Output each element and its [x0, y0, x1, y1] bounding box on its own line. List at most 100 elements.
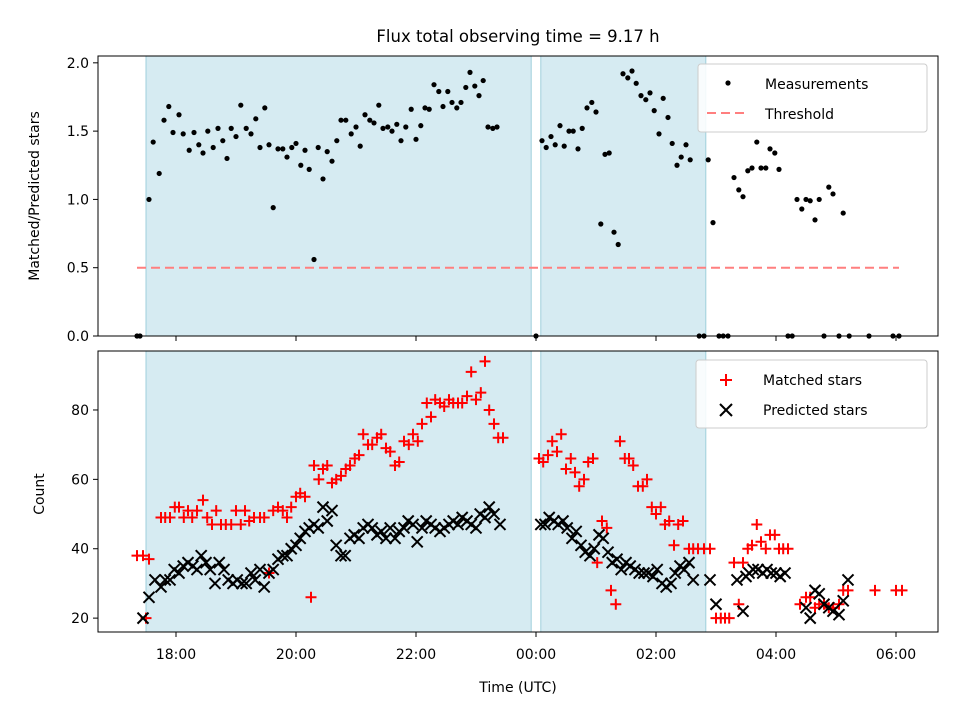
matched-star-point [425, 411, 437, 423]
predicted-star-point [538, 518, 552, 531]
predicted-star-point [632, 566, 646, 580]
matched-star-point [623, 453, 635, 465]
bottom-axes-frame [97, 350, 939, 633]
measurement-point [656, 131, 662, 137]
measurement-point [248, 131, 254, 137]
measurement-point [156, 170, 162, 177]
matched-star-point [403, 439, 415, 451]
count-panel: 20 40 60 80 18:00 20:00 22:00 00:00 02:00 04:00 06… [32, 350, 939, 696]
predicted-star-point [778, 566, 792, 580]
predicted-star-point [596, 532, 610, 545]
matched-star-point [375, 428, 387, 440]
matched-star-point [225, 518, 237, 530]
x-tick-label: 18:00 [156, 647, 196, 663]
measurement-point [228, 125, 234, 131]
legend-matched: Matched stars [763, 373, 862, 389]
matched-star-point [353, 449, 365, 461]
predicted-star-point [203, 563, 217, 576]
predicted-star-point [493, 518, 507, 531]
measurement-point [602, 151, 608, 157]
predicted-star-point [374, 525, 388, 538]
predicted-star-point [677, 563, 691, 576]
matched-star-point [755, 536, 767, 548]
measurement-point [376, 102, 382, 108]
measurement-point [161, 117, 167, 123]
measurement-point [324, 149, 330, 155]
predicted-star-point [668, 566, 682, 580]
measurement-point [763, 165, 769, 171]
matched-star-point [479, 355, 491, 367]
matched-star-point [551, 446, 563, 458]
matched-star-point [546, 435, 558, 447]
measurement-point [243, 125, 249, 131]
measurement-point [543, 144, 549, 151]
matched-star-point [569, 466, 581, 478]
predicted-star-point [832, 608, 846, 621]
top-legend: Measurements Threshold [697, 63, 928, 133]
measurement-point [687, 157, 693, 163]
predicted-star-point [703, 573, 717, 587]
measurement-point [803, 196, 809, 203]
measurement-point [280, 146, 286, 152]
matched-star-point [366, 439, 378, 451]
measurement-point [830, 191, 836, 197]
top-axis-ticks: 0.0 0.5 1.0 1.5 2.0 [67, 56, 897, 345]
predicted-star-point [406, 518, 420, 531]
top-y-axis-label: Matched/Predicted stars [27, 111, 43, 281]
measurement-point [615, 241, 621, 248]
predicted-star-point [280, 549, 294, 562]
predicted-star-point [601, 546, 615, 559]
measurement-point [215, 125, 221, 131]
measurement-point [348, 131, 354, 137]
measurement-point [552, 142, 558, 148]
predicted-star-point [803, 611, 817, 625]
measurement-point [579, 125, 585, 131]
matched-star-point [239, 505, 251, 517]
measurement-point [238, 102, 244, 108]
matched-star-point [416, 418, 428, 430]
matched-star-point [308, 459, 320, 471]
measurement-point [683, 142, 689, 148]
measurement-point [431, 82, 437, 88]
matched-star-point [723, 612, 735, 624]
measurement-point [678, 154, 684, 160]
matched-star-point [465, 366, 477, 378]
matched-star-point [782, 543, 794, 555]
matched-star-point [258, 512, 270, 524]
matched-star-point [587, 453, 599, 465]
matched-star-point [704, 543, 716, 555]
measurement-point [289, 144, 295, 151]
matched-star-point [573, 480, 585, 492]
matched-star-point [143, 553, 155, 565]
predicted-star-point [841, 573, 855, 587]
measurement-point [266, 142, 272, 148]
measurement-point [669, 140, 675, 147]
measurement-point [298, 162, 304, 168]
predicted-star-point [397, 521, 411, 535]
matched-star-point [596, 515, 608, 527]
top-shaded-regions [145, 56, 707, 336]
predicted-star-point [316, 500, 330, 514]
predicted-star-point [253, 563, 267, 576]
measurement-point [293, 140, 299, 147]
measurement-point [394, 121, 400, 127]
measurement-point [426, 106, 432, 112]
measurement-point [311, 256, 317, 263]
predicted-star-point [569, 525, 583, 538]
predicted-star-point [163, 573, 177, 587]
top-y-tick-label: 1.5 [67, 124, 89, 140]
matched-star-point [804, 591, 816, 603]
measurement-point [539, 138, 545, 144]
predicted-star-point [764, 566, 778, 580]
top-y-tick-label: 0.0 [67, 329, 89, 345]
matched-star-point [760, 543, 772, 555]
measurement-point [357, 143, 363, 149]
measurement-point [620, 71, 626, 77]
predicted-star-point [637, 566, 651, 580]
predicted-star-point [158, 573, 172, 587]
predicted-star-point [836, 594, 850, 607]
measurements-legend-marker [725, 80, 731, 86]
measurement-point [840, 210, 846, 216]
measurement-point [758, 165, 764, 171]
